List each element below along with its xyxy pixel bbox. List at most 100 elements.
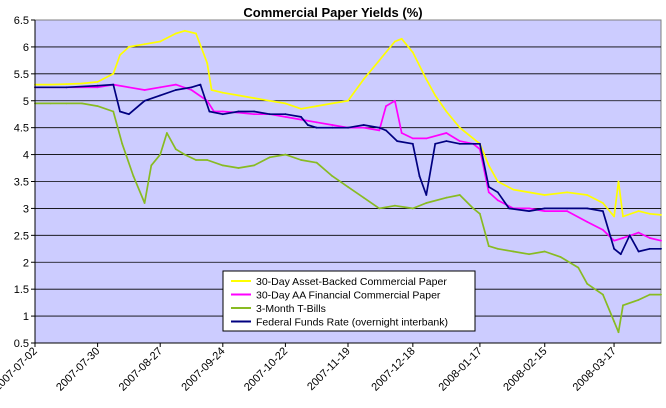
data-point-1 [411,51,414,54]
data-point-3 [472,207,475,210]
data-point-1 [362,78,365,81]
data-point-3 [458,194,461,196]
y-tick-label: 2 [23,257,29,269]
data-point-1 [221,91,224,94]
data-point-1 [49,83,52,86]
data-point-3 [559,256,562,258]
data-point-3 [425,202,428,204]
data-point-4 [300,116,302,118]
data-point-4 [566,207,568,210]
data-point-1 [96,81,99,83]
data-point-4 [445,140,448,143]
data-point-1 [300,107,302,110]
data-point-4 [253,110,256,113]
data-point-1 [648,212,651,215]
data-point-2 [637,231,640,234]
data-point-1 [183,29,186,32]
data-point-3 [206,159,209,161]
data-point-3 [362,196,365,199]
data-point-3 [411,207,414,210]
data-point-1 [268,99,271,102]
data-point-3 [96,105,99,107]
data-point-2 [394,99,396,102]
data-point-1 [127,46,130,48]
data-point-1 [586,194,589,196]
data-point-4 [208,110,211,113]
data-point-4 [602,210,604,213]
data-point-2 [284,116,287,118]
data-point-1 [315,105,318,107]
data-point-2 [613,239,615,242]
data-point-2 [528,207,530,210]
data-point-4 [648,247,651,250]
x-tick-label: 2007-09-24 [179,345,227,393]
y-tick-label: 3 [23,203,29,215]
data-point-1 [617,180,620,183]
legend-box [222,270,476,332]
data-point-2 [660,239,662,242]
data-point-4 [190,86,193,89]
data-point-3 [284,153,287,156]
data-point-3 [496,247,499,250]
data-point-1 [512,188,515,191]
data-point-3 [65,102,68,105]
data-point-4 [496,191,499,194]
data-point-4 [268,113,271,116]
x-tick-label: 2007-07-30 [54,345,102,393]
data-point-3 [81,102,83,105]
data-point-3 [445,196,448,199]
data-point-2 [648,237,651,239]
x-tick-label: 2007-10-22 [242,345,290,393]
data-point-2 [378,129,381,132]
data-point-2 [143,89,146,91]
data-point-1 [543,194,546,196]
data-point-2 [496,199,499,202]
data-point-3 [300,159,302,161]
x-tick-label: 2007-11-19 [305,345,353,393]
data-point-1 [425,78,428,81]
data-point-3 [49,102,52,105]
data-point-1 [458,126,461,129]
data-point-1 [660,214,662,216]
data-point-1 [174,32,177,35]
data-point-3 [617,331,620,334]
data-point-1 [622,215,624,218]
data-point-3 [331,175,334,178]
data-point-2 [96,86,99,89]
data-point-3 [237,167,240,169]
data-point-1 [445,110,448,113]
data-point-2 [411,137,414,140]
data-point-4 [378,126,381,129]
data-point-3 [174,148,177,151]
data-point-4 [385,129,387,132]
y-tick-label: 6 [23,42,29,54]
data-point-2 [174,83,177,86]
data-point-1 [602,202,604,204]
data-point-3 [528,253,530,256]
data-point-3 [112,110,115,113]
data-point-2 [127,86,130,89]
data-point-1 [206,62,209,64]
y-tick-label: 5 [23,96,29,108]
data-point-4 [96,84,99,87]
x-tick-label: 2008-03-17 [571,345,619,393]
data-point-4 [315,126,318,129]
data-point-4 [119,110,121,113]
chart-title: Commercial Paper Yields (%) [243,5,422,20]
data-point-2 [300,118,302,121]
data-point-3 [543,250,546,253]
data-point-3 [648,293,651,296]
data-point-2 [385,105,387,107]
data-point-2 [159,86,162,89]
data-point-3 [315,161,318,164]
data-point-4 [586,207,589,210]
legend-label-3: 3-Month T-Bills [256,303,326,315]
data-point-3 [602,293,604,296]
data-point-3 [394,204,396,207]
data-point-3 [577,266,580,269]
data-point-3 [183,153,186,156]
data-point-4 [543,207,546,210]
data-point-4 [613,247,615,250]
data-point-4 [347,126,349,129]
